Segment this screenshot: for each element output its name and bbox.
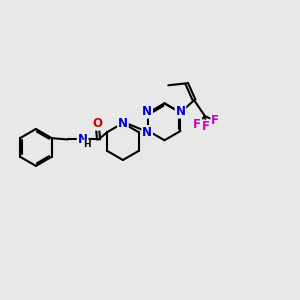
Text: N: N bbox=[78, 133, 88, 146]
Text: F: F bbox=[211, 114, 219, 127]
Text: F: F bbox=[193, 118, 201, 131]
Text: N: N bbox=[142, 126, 152, 139]
Text: O: O bbox=[92, 117, 102, 130]
Text: N: N bbox=[118, 117, 128, 130]
Text: F: F bbox=[202, 120, 210, 134]
Text: N: N bbox=[142, 105, 152, 118]
Text: H: H bbox=[83, 140, 91, 149]
Text: N: N bbox=[176, 105, 185, 118]
